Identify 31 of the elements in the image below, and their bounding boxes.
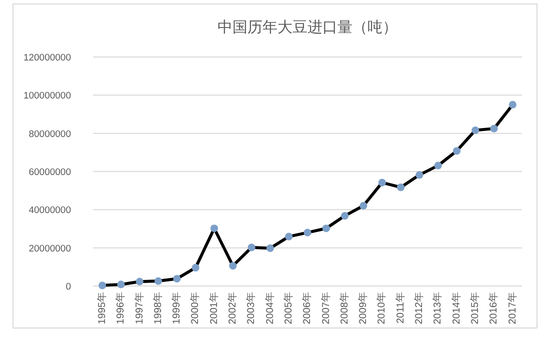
x-tick-label: 1995年: [96, 292, 108, 324]
x-tick-label: 2012年: [413, 292, 426, 324]
x-tick-label: 2013年: [432, 292, 444, 324]
x-tick-label: 2007年: [320, 292, 332, 324]
x-tick-label: 2003年: [245, 292, 258, 324]
x-tick-label: 1996年: [114, 292, 127, 324]
x-tick-label: 2006年: [301, 292, 314, 324]
x-tick-label: 2017年: [506, 292, 518, 324]
x-tick-label: 2005年: [282, 292, 294, 324]
y-tick-label: 80000000: [28, 128, 71, 140]
y-tick-label: 40000000: [28, 205, 71, 216]
x-tick-label: 2002年: [226, 292, 239, 324]
y-tick-label: 60000000: [28, 167, 71, 178]
x-tick-label: 2015年: [469, 292, 482, 324]
x-tick-label: 2009年: [357, 292, 370, 324]
x-tick-label: 2004年: [264, 292, 276, 324]
x-tick-label: 2008年: [338, 292, 350, 324]
x-tick-label: 1997年: [133, 292, 146, 324]
y-tick-label: 120000000: [23, 52, 71, 64]
title: 中国历年大豆进口量（吨）: [218, 19, 398, 36]
y-tick-label: 100000000: [23, 90, 71, 102]
x-tick-label: 2001年: [208, 292, 220, 324]
x-tick-label: 1998年: [152, 292, 164, 324]
x-tick-label: 2010年: [376, 292, 388, 324]
y-tick-label: 20000000: [28, 243, 71, 254]
x-tick-label: 2011年: [394, 292, 406, 324]
x-tick-label: 1999年: [170, 292, 183, 324]
x-tick-label: 2000年: [189, 292, 202, 324]
x-tick-label: 2014年: [450, 292, 462, 324]
y-tick-label: 0: [66, 282, 71, 292]
x-tick-label: 2016年: [488, 292, 500, 324]
